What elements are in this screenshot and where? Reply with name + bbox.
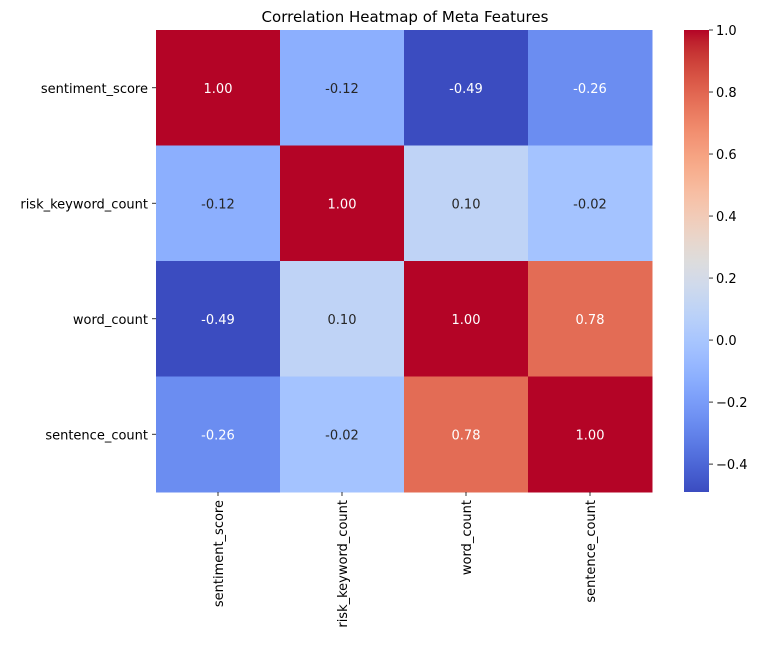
cell-value-label-0-0: 1.00 — [204, 82, 233, 97]
colorbar-gradient — [684, 30, 709, 492]
heatmap-cell-1-2 — [404, 145, 529, 262]
heatmap-cell-3-2 — [404, 376, 529, 493]
heatmap-cell-0-0 — [156, 30, 281, 146]
heatmap-cell-0-3 — [528, 30, 653, 146]
cell-value-label-3-1: -0.02 — [325, 428, 359, 443]
cell-value-label-0-1: -0.12 — [325, 82, 359, 97]
heatmap-cell-1-3 — [528, 145, 653, 262]
cell-value-label-1-1: 1.00 — [328, 197, 357, 212]
colorbar-tick-label-7: −0.4 — [716, 458, 748, 473]
cell-value-label-1-0: -0.12 — [201, 197, 235, 212]
cell-value-label-0-2: -0.49 — [449, 82, 483, 97]
colorbar-tick-label-5: 0.0 — [716, 334, 737, 349]
cell-value-label-2-2: 1.00 — [452, 313, 481, 328]
column-tick-labels: sentiment_score risk_keyword_count word_co… — [212, 492, 599, 628]
row-tick-label-3: sentence_count — [45, 428, 148, 443]
cell-value-label-2-1: 0.10 — [328, 313, 357, 328]
heatmap-cell-2-3 — [528, 261, 653, 377]
heatmap-cell-1-1 — [280, 145, 405, 262]
cell-value-label-3-3: 1.00 — [576, 428, 605, 443]
heatmap-cell-0-2 — [404, 30, 529, 146]
heatmap-cell-2-2 — [404, 261, 529, 377]
cell-value-label-3-2: 0.78 — [452, 428, 481, 443]
col-tick-label-2: word_count — [460, 500, 475, 575]
cell-value-label-2-3: 0.78 — [576, 313, 605, 328]
row-tick-label-0: sentiment_score — [41, 82, 148, 97]
col-tick-label-3: sentence_count — [584, 500, 599, 603]
colorbar-tick-label-0: 1.0 — [716, 24, 737, 39]
col-tick-label-0: sentiment_score — [212, 500, 227, 607]
row-tick-label-1: risk_keyword_count — [20, 197, 148, 212]
cell-value-label-1-3: -0.02 — [573, 197, 607, 212]
row-tick-label-2: word_count — [73, 313, 148, 328]
row-tick-labels: sentiment_score risk_keyword_count word_co… — [20, 82, 156, 443]
col-tick-label-1: risk_keyword_count — [336, 500, 351, 628]
colorbar-tick-label-4: 0.2 — [716, 272, 737, 287]
colorbar: 1.0 0.8 0.6 0.4 0.2 0.0 −0.2 −0.4 — [684, 24, 748, 492]
heatmap-cell-0-1 — [280, 30, 405, 146]
cell-value-label-2-0: -0.49 — [201, 313, 235, 328]
colorbar-tick-label-3: 0.4 — [716, 210, 737, 225]
heatmap-cell-3-0 — [156, 376, 281, 493]
cell-value-label-0-3: -0.26 — [573, 82, 607, 97]
colorbar-tick-label-6: −0.2 — [716, 396, 748, 411]
heatmap-cells: 1.00 -0.12 -0.49 -0.26 -0.12 1.00 0.10 -0.02 -0.… — [156, 30, 653, 493]
heatmap-cell-3-3 — [528, 376, 653, 493]
colorbar-tick-label-2: 0.6 — [716, 148, 737, 163]
heatmap-cell-1-0 — [156, 145, 281, 262]
heatmap-cell-2-0 — [156, 261, 281, 377]
heatmap-cell-2-1 — [280, 261, 405, 377]
chart-title: Correlation Heatmap of Meta Features — [262, 8, 549, 26]
heatmap-cell-3-1 — [280, 376, 405, 493]
cell-value-label-1-2: 0.10 — [452, 197, 481, 212]
cell-value-label-3-0: -0.26 — [201, 428, 235, 443]
colorbar-tick-label-1: 0.8 — [716, 86, 737, 101]
